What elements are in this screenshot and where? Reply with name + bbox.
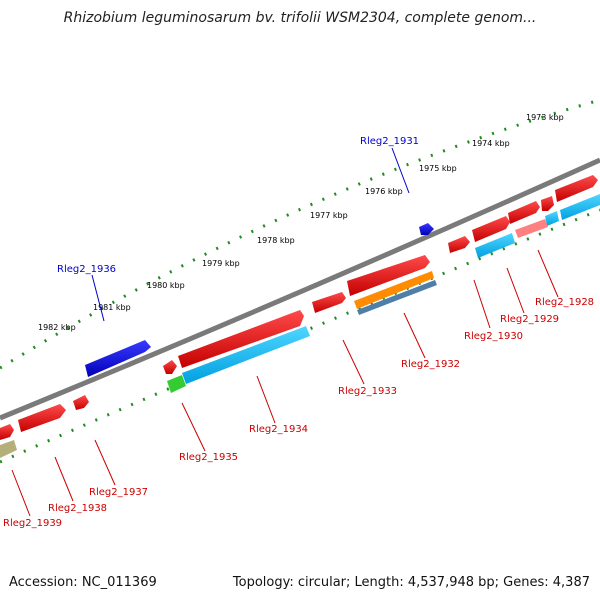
cds-rleg2-1930[interactable] — [475, 233, 515, 258]
gene-rleg2-1932-b[interactable] — [347, 255, 430, 296]
label-rleg2-1934[interactable]: Rleg2_1934 — [249, 424, 308, 435]
label-rleg2-1938[interactable]: Rleg2_1938 — [48, 503, 107, 514]
callout-rleg2-1933 — [342, 339, 365, 385]
feature-rleg2-1932-slate[interactable] — [357, 280, 437, 315]
ruler-label-1973: 1973 kbp — [526, 113, 564, 122]
callout-rleg2-1928 — [537, 249, 559, 298]
label-rleg2-1929[interactable]: Rleg2_1929 — [500, 314, 559, 325]
gene-rleg2-1935[interactable] — [163, 360, 177, 374]
feature-rleg2-1932-orange[interactable] — [354, 271, 434, 309]
label-rleg2-1936[interactable]: Rleg2_1936 — [57, 264, 116, 275]
callout-rleg2-1930 — [473, 279, 491, 329]
ruler-label-1977: 1977 kbp — [310, 211, 348, 220]
reverse-genes — [0, 175, 598, 440]
ruler-label-1981: 1981 kbp — [93, 303, 131, 312]
map-title: Rhizobium leguminosarum bv. trifolii WSM… — [63, 10, 537, 26]
label-rleg2-1933[interactable]: Rleg2_1933 — [338, 386, 397, 397]
rna-rleg2-1935[interactable] — [167, 375, 186, 393]
genome-backbone — [0, 157, 600, 421]
label-rleg2-1928[interactable]: Rleg2_1928 — [535, 297, 594, 308]
label-callouts — [11, 147, 559, 517]
callout-rleg2-1936 — [91, 274, 105, 322]
gene-rleg2-1928[interactable] — [555, 175, 598, 202]
label-rleg2-1931[interactable]: Rleg2_1931 — [360, 136, 419, 147]
gene-rleg2-1936[interactable] — [85, 340, 151, 377]
gene-rleg2-1930[interactable] — [472, 216, 510, 242]
ruler-label-1979: 1979 kbp — [202, 259, 240, 268]
gene-rleg2-1933[interactable] — [312, 292, 346, 313]
forward-genes — [85, 223, 434, 377]
gene-rleg2-1929-a[interactable] — [508, 201, 540, 224]
cds-rleg2-1934[interactable] — [182, 326, 310, 384]
callout-rleg2-1934 — [256, 375, 276, 424]
gene-rleg2-1932-a[interactable] — [448, 236, 470, 253]
gene-rleg2-1939[interactable] — [0, 424, 14, 440]
label-rleg2-1937[interactable]: Rleg2_1937 — [89, 487, 148, 498]
gene-rleg2-1937[interactable] — [73, 395, 89, 410]
callout-rleg2-1931 — [391, 147, 410, 194]
ruler-label-1982: 1982 kbp — [38, 323, 76, 332]
cds-rleg2-1928-b[interactable] — [545, 211, 559, 226]
callout-rleg2-1929 — [506, 267, 525, 314]
label-rleg2-1935[interactable]: Rleg2_1935 — [179, 452, 238, 463]
callout-rleg2-1939 — [11, 469, 31, 517]
accession-label: Accession: NC_011369 — [9, 575, 157, 590]
ruler-label-1975: 1975 kbp — [419, 164, 457, 173]
genome-summary: Topology: circular; Length: 4,537,948 bp… — [232, 575, 590, 590]
gene-rleg2-1934[interactable] — [178, 310, 304, 368]
callout-rleg2-1935 — [181, 402, 206, 452]
gene-rleg2-1938[interactable] — [18, 404, 66, 432]
position-ruler-outer — [0, 98, 600, 370]
label-rleg2-1932[interactable]: Rleg2_1932 — [401, 359, 460, 370]
ruler-label-1976: 1976 kbp — [365, 187, 403, 196]
ruler-label-1978: 1978 kbp — [257, 236, 295, 245]
ruler-label-1980: 1980 kbp — [147, 281, 185, 290]
ruler-labels: 1973 kbp 1974 kbp 1975 kbp 1976 kbp 1977… — [38, 113, 564, 332]
ruler-label-1974: 1974 kbp — [472, 139, 510, 148]
gene-labels: Rleg2_1931 Rleg2_1936 Rleg2_1928 Rleg2_1… — [3, 136, 594, 529]
feature-bars — [0, 194, 600, 458]
callout-rleg2-1932 — [403, 312, 426, 359]
callout-rleg2-1938 — [54, 456, 74, 502]
gene-rleg2-1929-b[interactable] — [541, 196, 554, 211]
feature-rleg2-1929-pink[interactable] — [515, 219, 548, 238]
callout-rleg2-1937 — [94, 439, 116, 486]
label-rleg2-1930[interactable]: Rleg2_1930 — [464, 331, 523, 342]
gene-rleg2-1931[interactable] — [419, 223, 434, 235]
cds-rleg2-1928[interactable] — [560, 194, 600, 220]
label-rleg2-1939[interactable]: Rleg2_1939 — [3, 518, 62, 529]
feature-rleg2-1939[interactable] — [0, 440, 17, 458]
